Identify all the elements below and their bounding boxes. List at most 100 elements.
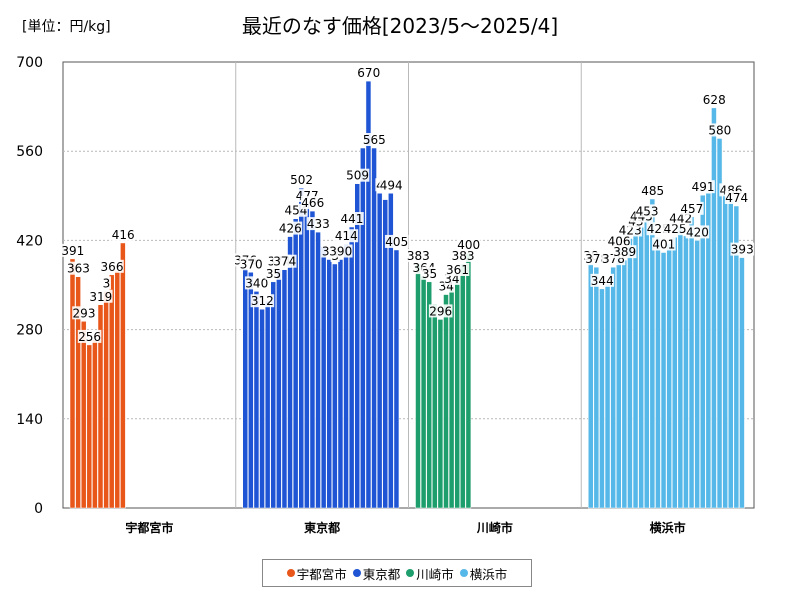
bar — [281, 269, 288, 509]
bar — [621, 259, 628, 509]
data-label-bg — [111, 227, 135, 241]
data-label: 393 — [731, 243, 754, 257]
data-label-bg — [345, 168, 370, 182]
data-label: 3 — [103, 276, 111, 290]
bar — [660, 252, 667, 509]
legend-item: 川崎市 — [406, 564, 454, 583]
data-label: 256 — [78, 330, 101, 344]
y-tick-label: 0 — [34, 501, 43, 517]
bar — [376, 193, 383, 509]
data-label: 383 — [407, 249, 430, 263]
data-label: 319 — [89, 290, 112, 304]
data-label-bg — [384, 234, 409, 248]
legend-item: 横浜市 — [459, 564, 508, 583]
data-label: 474 — [725, 191, 748, 205]
bar — [315, 231, 321, 509]
data-label: 340 — [245, 276, 268, 290]
bar — [108, 274, 115, 509]
bar — [97, 304, 104, 509]
bar — [638, 224, 644, 509]
data-label-bg — [663, 222, 687, 236]
data-label: 425 — [664, 222, 687, 236]
bar — [242, 268, 248, 509]
chart-title: 最近のなす価格[2023/5～2025/4] — [241, 14, 559, 38]
bar — [694, 240, 700, 509]
data-label: 406 — [608, 234, 631, 248]
data-label-bg — [239, 257, 263, 271]
bar — [733, 205, 740, 509]
data-label-bg — [428, 304, 453, 318]
data-label-bg — [66, 261, 91, 275]
bar — [287, 236, 293, 509]
data-label-bg — [406, 248, 431, 262]
bar — [593, 266, 600, 509]
data-label-bg — [362, 133, 387, 147]
data-label: 580 — [708, 123, 731, 137]
data-label-bg — [612, 245, 637, 259]
bar — [360, 147, 366, 509]
bar — [365, 80, 372, 509]
data-label: 389 — [613, 245, 636, 259]
data-label-bg — [250, 294, 275, 308]
data-label-bg — [265, 266, 282, 280]
data-label-bg — [451, 248, 475, 262]
bar — [739, 257, 745, 509]
legend-label: 横浜市 — [469, 566, 508, 582]
bar — [448, 286, 455, 509]
unit-label: [単位：円/kg] — [22, 19, 111, 35]
bar — [80, 321, 87, 509]
bar — [114, 270, 121, 509]
data-label-bg — [300, 196, 325, 210]
data-label: 296 — [429, 304, 452, 318]
bar — [443, 294, 449, 509]
data-label-bg — [607, 234, 631, 248]
x-category-label: 川崎市 — [476, 520, 513, 535]
bar — [393, 249, 400, 509]
y-tick-label: 280 — [16, 323, 43, 339]
bar — [432, 303, 438, 509]
bar — [264, 300, 271, 509]
data-label: 494 — [380, 178, 403, 192]
data-label: 414 — [335, 229, 358, 243]
data-label: 457 — [680, 202, 703, 216]
data-label-bg — [685, 225, 710, 239]
bar — [666, 243, 672, 509]
bar — [649, 198, 656, 509]
data-label-bg — [640, 183, 665, 197]
legend-item: 東京都 — [352, 564, 400, 583]
bar — [354, 183, 360, 509]
bar — [688, 216, 695, 509]
bar — [437, 319, 444, 509]
data-label-bg — [100, 259, 124, 273]
bar — [103, 291, 109, 509]
data-label-bg — [61, 243, 85, 257]
data-label: 370 — [240, 257, 263, 271]
bar — [700, 194, 706, 509]
bar — [426, 281, 432, 509]
data-label: 35 — [422, 267, 437, 281]
bar — [348, 226, 355, 509]
y-tick-label: 560 — [16, 144, 43, 160]
data-label-bg — [724, 190, 749, 204]
data-label: 391 — [61, 244, 84, 258]
data-label-bg — [334, 229, 359, 243]
data-label: 509 — [346, 169, 369, 183]
bar — [711, 107, 717, 509]
data-label: 441 — [340, 212, 363, 226]
data-label: 628 — [703, 93, 726, 107]
data-label-bg — [708, 123, 732, 137]
data-label: 485 — [641, 184, 664, 198]
bar — [705, 193, 712, 509]
bar — [454, 277, 460, 509]
y-tick-label: 700 — [16, 55, 43, 71]
bar — [382, 199, 388, 509]
bar — [343, 243, 349, 509]
bar — [86, 344, 93, 509]
data-label: 312 — [251, 294, 274, 308]
bar — [610, 266, 616, 509]
bar — [92, 339, 98, 509]
data-label-bg — [691, 180, 715, 194]
legend: 宇都宮市 東京都 川崎市 横浜市 — [262, 559, 532, 587]
data-label-bg — [289, 173, 314, 187]
